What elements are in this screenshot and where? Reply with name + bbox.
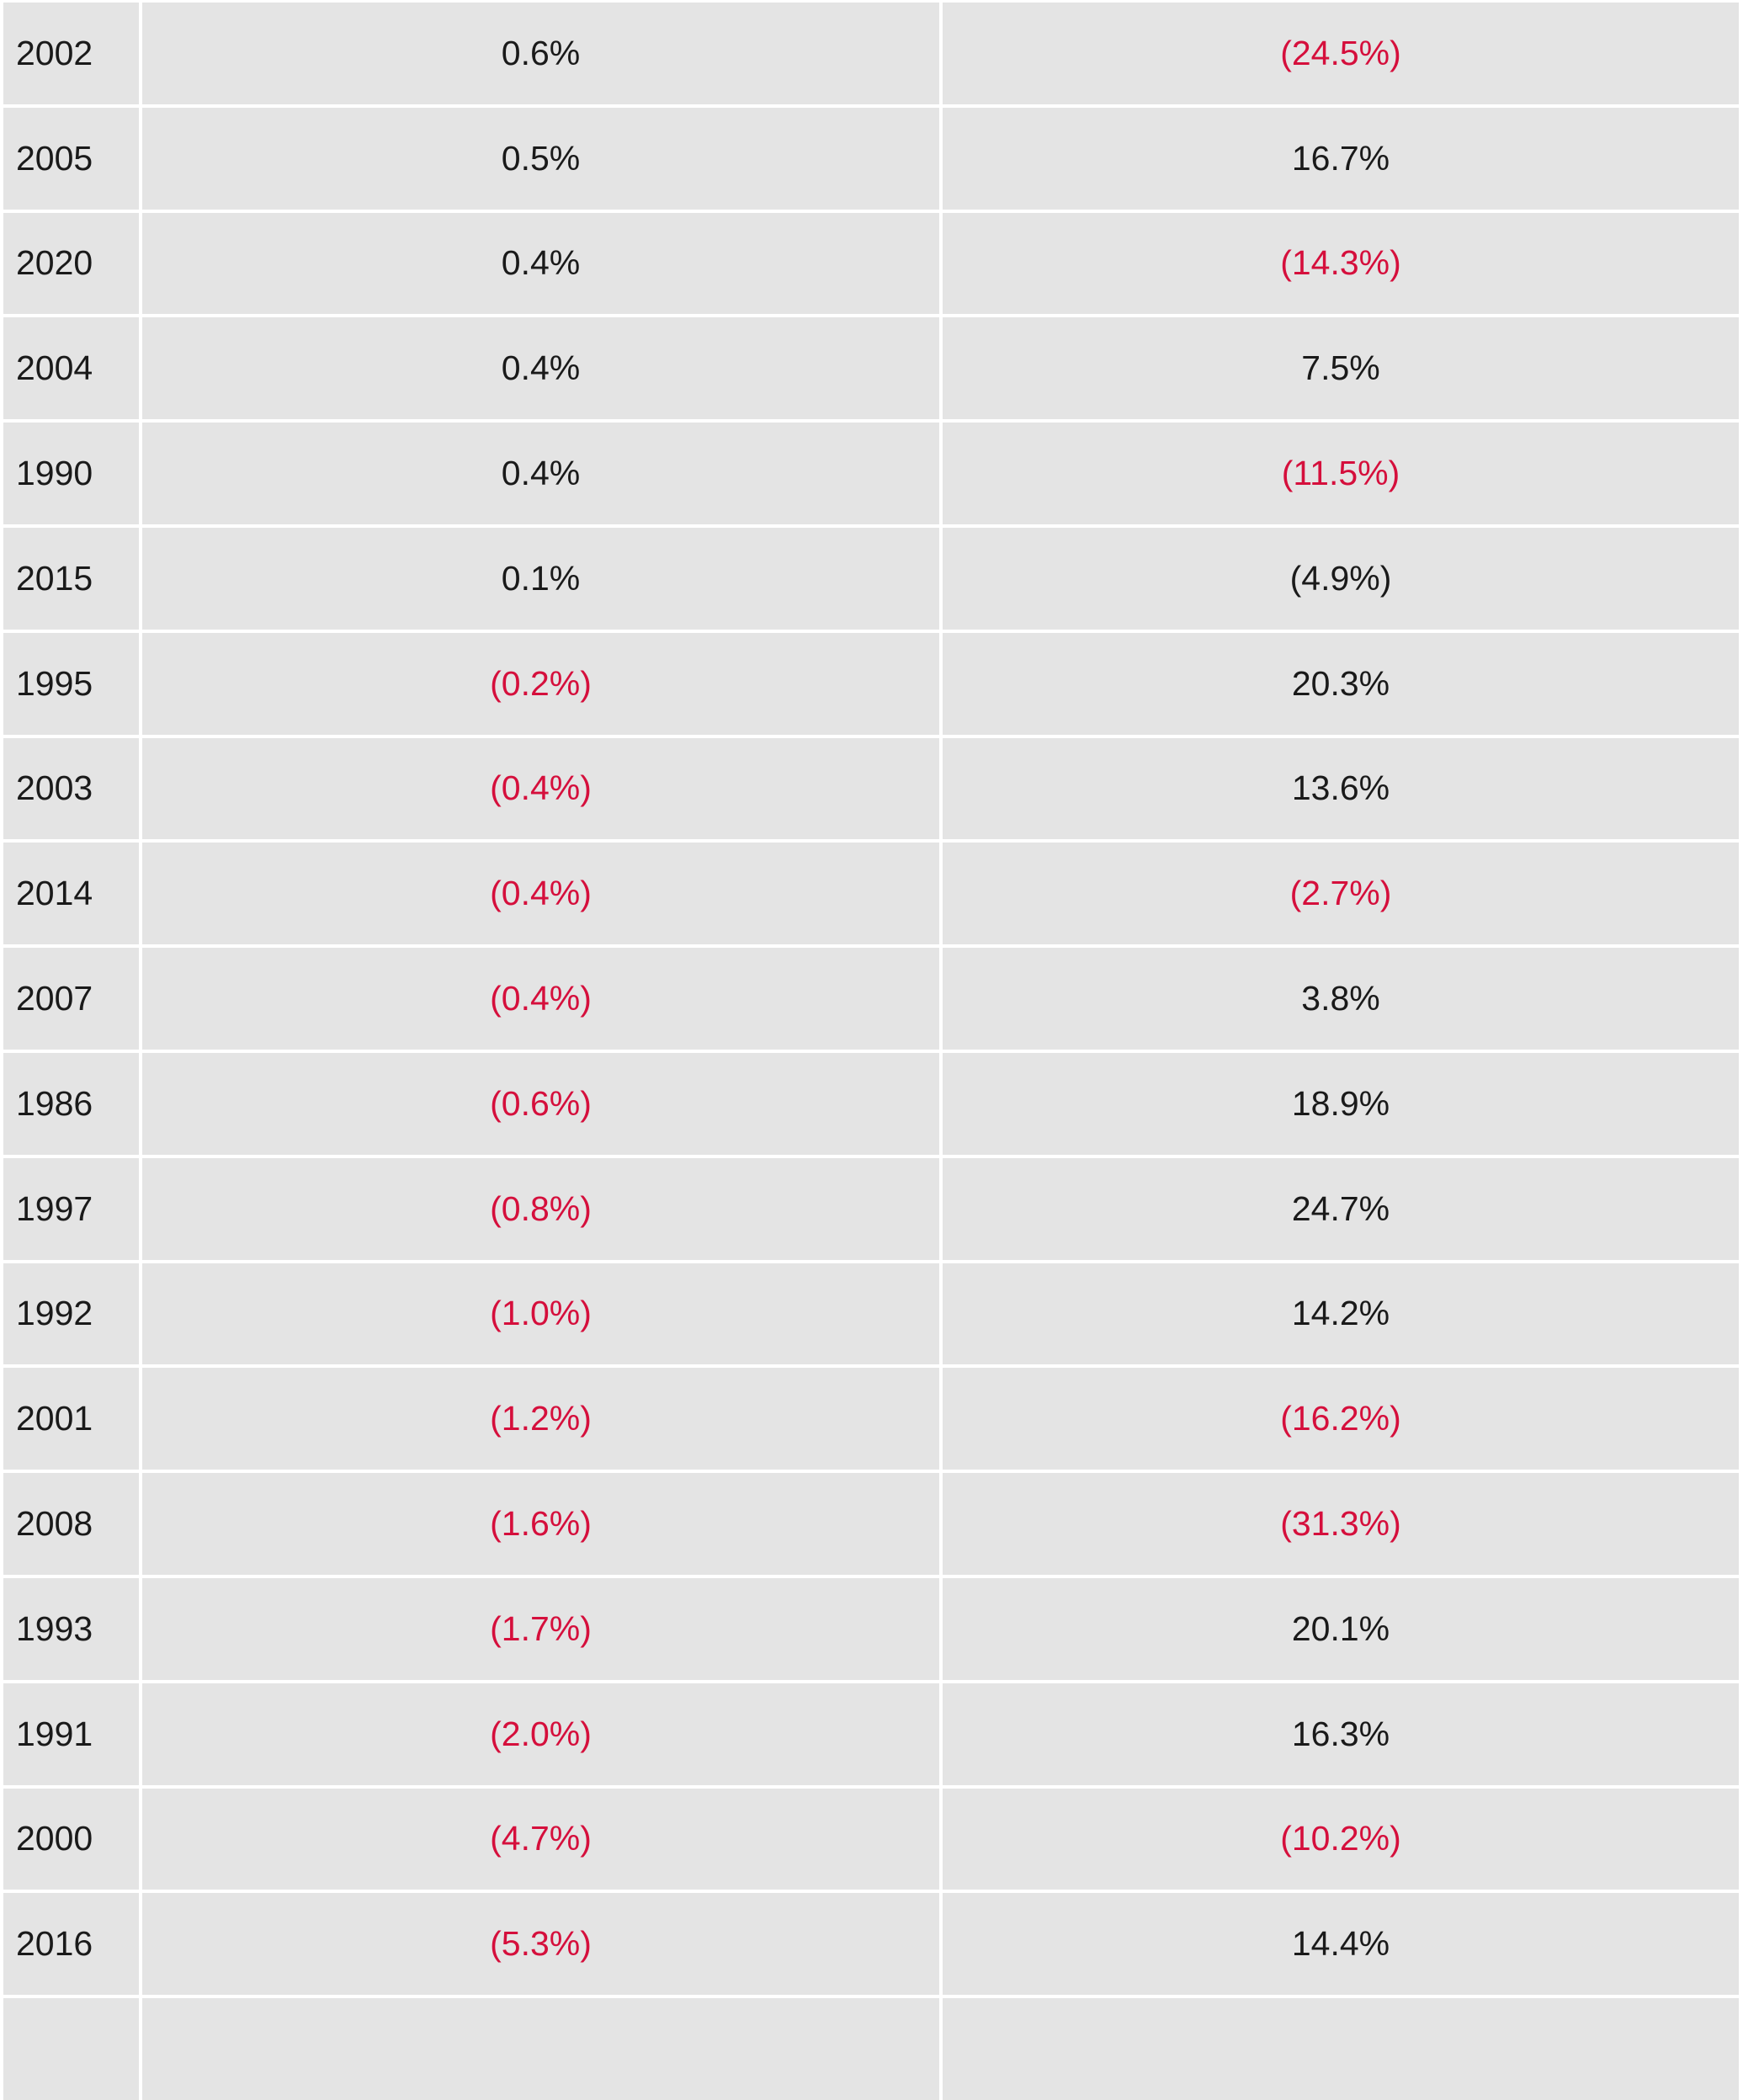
value2-cell: 16.3% [943, 1683, 1739, 1785]
year-cell: 2004 [3, 317, 139, 420]
value2-cell: 14.2% [943, 1263, 1739, 1365]
value1-cell: 0.4% [142, 423, 939, 524]
value1-cell: (0.8%) [142, 1157, 939, 1260]
value2-cell: 24.7% [943, 1157, 1739, 1260]
table-row: 2002 0.6% (24.5%) [3, 3, 1739, 104]
year-cell: 1993 [3, 1577, 139, 1680]
year-cell: 1991 [3, 1683, 139, 1785]
value2-cell: 14.4% [943, 1893, 1739, 1996]
year-cell: 2014 [3, 843, 139, 945]
value2-cell: 13.6% [943, 737, 1739, 840]
value1-cell: 0.4% [142, 317, 939, 420]
value2-cell: (31.3%) [943, 1473, 1739, 1575]
value2-cell: (4.9%) [943, 527, 1739, 630]
value2-cell: (16.2%) [943, 1368, 1739, 1470]
table-row: 1997 (0.8%) 24.7% [3, 1157, 1739, 1260]
value1-cell: (0.2%) [142, 632, 939, 735]
table-row: 2014 (0.4%) (2.7%) [3, 843, 1739, 945]
table-row: 2016 (5.3%) 14.4% [3, 1893, 1739, 1996]
table-row: 1991 (2.0%) 16.3% [3, 1683, 1739, 1785]
year-cell: 1990 [3, 423, 139, 524]
table-row: 2001 (1.2%) (16.2%) [3, 1368, 1739, 1470]
year-cell: 2001 [3, 1368, 139, 1470]
table-row: 1986 (0.6%) 18.9% [3, 1052, 1739, 1155]
value2-cell: (10.2%) [943, 1788, 1739, 1890]
value1-cell: (2.0%) [142, 1683, 939, 1785]
year-cell: 2016 [3, 1893, 139, 1996]
value1-cell: (5.3%) [142, 1893, 939, 1996]
year-cell [3, 1998, 139, 2100]
value1-cell: (1.0%) [142, 1263, 939, 1365]
year-cell: 2003 [3, 737, 139, 840]
value1-cell: (0.4%) [142, 843, 939, 945]
year-cell: 2002 [3, 3, 139, 104]
table-row: 1995 (0.2%) 20.3% [3, 632, 1739, 735]
partial-row [3, 1998, 1739, 2100]
table-row: 1992 (1.0%) 14.2% [3, 1263, 1739, 1365]
table-row: 1993 (1.7%) 20.1% [3, 1577, 1739, 1680]
year-cell: 2000 [3, 1788, 139, 1890]
value1-cell: 0.5% [142, 107, 939, 210]
value1-cell: (0.6%) [142, 1052, 939, 1155]
year-cell: 2020 [3, 212, 139, 315]
value1-cell: (1.2%) [142, 1368, 939, 1470]
value1-cell: (1.7%) [142, 1577, 939, 1680]
value2-cell: 20.1% [943, 1577, 1739, 1680]
value1-cell [142, 1998, 939, 2100]
value1-cell: 0.1% [142, 527, 939, 630]
table-row: 2005 0.5% 16.7% [3, 107, 1739, 210]
value2-cell: (11.5%) [943, 423, 1739, 524]
year-cell: 1992 [3, 1263, 139, 1365]
year-cell: 1986 [3, 1052, 139, 1155]
value2-cell [943, 1998, 1739, 2100]
value2-cell: 18.9% [943, 1052, 1739, 1155]
year-cell: 2008 [3, 1473, 139, 1575]
table-row: 2003 (0.4%) 13.6% [3, 737, 1739, 840]
value1-cell: (0.4%) [142, 948, 939, 1050]
year-cell: 1997 [3, 1157, 139, 1260]
value2-cell: 7.5% [943, 317, 1739, 420]
value1-cell: (4.7%) [142, 1788, 939, 1890]
year-cell: 2005 [3, 107, 139, 210]
table-row: 1990 0.4% (11.5%) [3, 423, 1739, 524]
value1-cell: 0.6% [142, 3, 939, 104]
value2-cell: 16.7% [943, 107, 1739, 210]
year-cell: 2015 [3, 527, 139, 630]
table-row: 2007 (0.4%) 3.8% [3, 948, 1739, 1050]
year-cell: 1995 [3, 632, 139, 735]
table-row: 2008 (1.6%) (31.3%) [3, 1473, 1739, 1575]
table-row: 2015 0.1% (4.9%) [3, 527, 1739, 630]
value1-cell: 0.4% [142, 212, 939, 315]
table-row: 2020 0.4% (14.3%) [3, 212, 1739, 315]
value2-cell: 3.8% [943, 948, 1739, 1050]
table-row: 2004 0.4% 7.5% [3, 317, 1739, 420]
value1-cell: (0.4%) [142, 737, 939, 840]
year-cell: 2007 [3, 948, 139, 1050]
value2-cell: (24.5%) [943, 3, 1739, 104]
value2-cell: 20.3% [943, 632, 1739, 735]
value1-cell: (1.6%) [142, 1473, 939, 1575]
value2-cell: (14.3%) [943, 212, 1739, 315]
value2-cell: (2.7%) [943, 843, 1739, 945]
table-row: 2000 (4.7%) (10.2%) [3, 1788, 1739, 1890]
